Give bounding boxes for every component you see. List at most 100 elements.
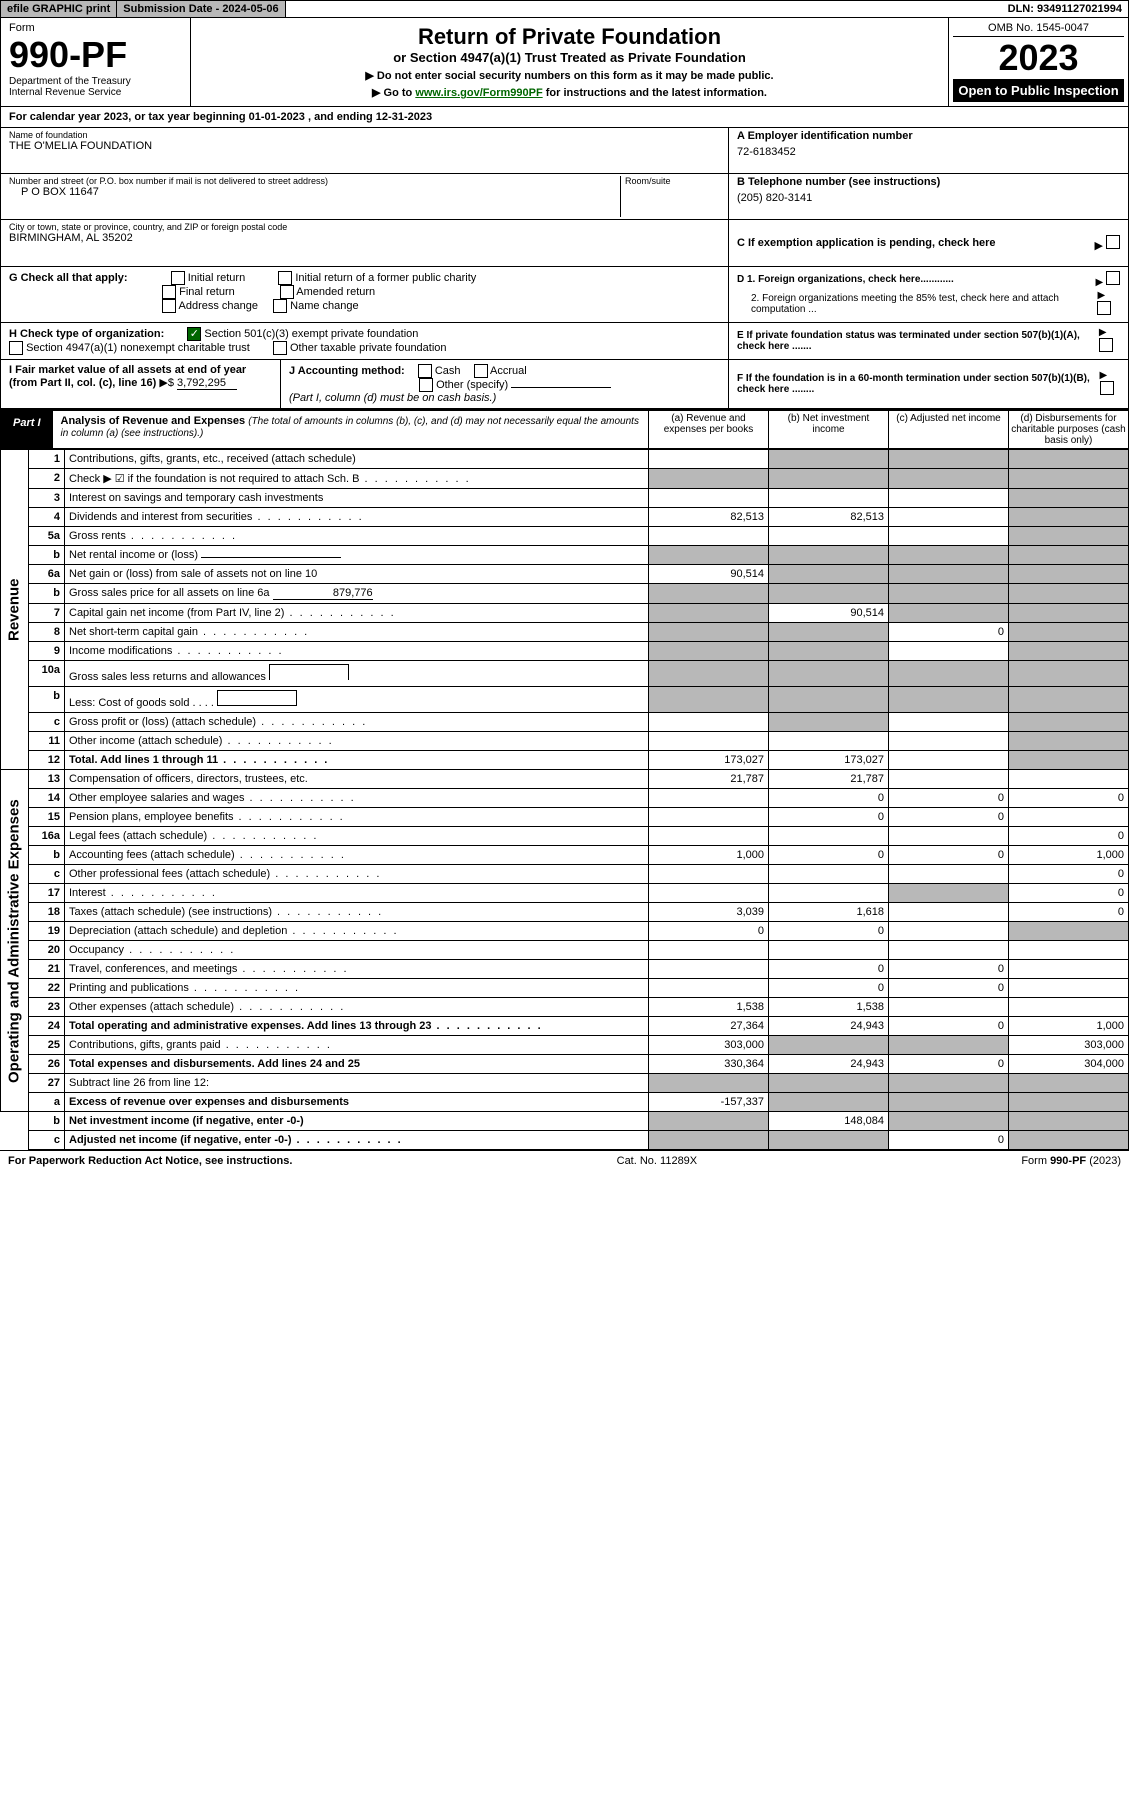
c-label: C If exemption application is pending, c… xyxy=(737,237,996,249)
j-section: J Accounting method: Cash Accrual Other … xyxy=(281,360,728,408)
l2-desc: Check ▶ ☑ if the foundation is not requi… xyxy=(65,469,649,489)
e-checkbox[interactable] xyxy=(1099,338,1113,352)
l4-desc: Dividends and interest from securities xyxy=(65,508,649,527)
col-d-head: (d) Disbursements for charitable purpose… xyxy=(1008,411,1128,448)
g-final-checkbox[interactable] xyxy=(162,285,176,299)
l16c-text: Other professional fees (attach schedule… xyxy=(69,868,270,880)
note2-pre: ▶ Go to xyxy=(372,87,415,99)
line-no: 3 xyxy=(29,489,65,508)
l12-text: Total. Add lines 1 through 11 xyxy=(69,754,218,766)
section-g: G Check all that apply: Initial return I… xyxy=(0,267,1129,323)
line-no: 15 xyxy=(29,808,65,827)
line-no: 14 xyxy=(29,789,65,808)
efile-label[interactable]: efile GRAPHIC print xyxy=(1,1,117,17)
d1-checkbox[interactable] xyxy=(1106,271,1120,285)
line-no: 16a xyxy=(29,827,65,846)
l7-text: Capital gain net income (from Part IV, l… xyxy=(69,607,284,619)
l18-desc: Taxes (attach schedule) (see instruction… xyxy=(65,903,649,922)
line-no: 20 xyxy=(29,941,65,960)
l23-text: Other expenses (attach schedule) xyxy=(69,1001,234,1013)
l25-text: Contributions, gifts, grants paid xyxy=(69,1039,221,1051)
dln: DLN: 93491127021994 xyxy=(1002,1,1128,17)
table-row: Operating and Administrative Expenses13C… xyxy=(1,770,1129,789)
l8-desc: Net short-term capital gain xyxy=(65,623,649,642)
j-other-checkbox[interactable] xyxy=(419,378,433,392)
line-no: 11 xyxy=(29,732,65,751)
table-row: 7 Capital gain net income (from Part IV, … xyxy=(1,604,1129,623)
c-checkbox[interactable] xyxy=(1106,235,1120,249)
l12-b: 173,027 xyxy=(769,751,889,770)
l13-a: 21,787 xyxy=(649,770,769,789)
f-checkbox[interactable] xyxy=(1100,381,1114,395)
line-no: 21 xyxy=(29,960,65,979)
line-no: 4 xyxy=(29,508,65,527)
header-left: Form 990-PF Department of the Treasury I… xyxy=(1,18,191,106)
form-header: Form 990-PF Department of the Treasury I… xyxy=(0,18,1129,107)
l19-desc: Depreciation (attach schedule) and deple… xyxy=(65,922,649,941)
section-ij: I Fair market value of all assets at end… xyxy=(0,360,1129,409)
l4-a: 82,513 xyxy=(649,508,769,527)
line-no: b xyxy=(29,1112,65,1131)
table-row: 24Total operating and administrative exp… xyxy=(1,1017,1129,1036)
g-initial-former-checkbox[interactable] xyxy=(278,271,292,285)
j-accrual-checkbox[interactable] xyxy=(474,364,488,378)
l21-desc: Travel, conferences, and meetings xyxy=(65,960,649,979)
l13-b: 21,787 xyxy=(769,770,889,789)
info-right: A Employer identification number 72-6183… xyxy=(728,128,1128,266)
irs-link[interactable]: www.irs.gov/Form990PF xyxy=(415,87,542,99)
d2-checkbox[interactable] xyxy=(1097,301,1111,315)
f-section: F If the foundation is in a 60-month ter… xyxy=(728,360,1128,408)
line-no: 7 xyxy=(29,604,65,623)
table-row: 16aLegal fees (attach schedule)0 xyxy=(1,827,1129,846)
l5a-desc: Gross rents xyxy=(65,527,649,546)
l10a-text: Gross sales less returns and allowances xyxy=(69,671,266,683)
l27c-desc: Adjusted net income (if negative, enter … xyxy=(65,1131,649,1150)
inspection: Open to Public Inspection xyxy=(953,79,1124,102)
e-label: E If private foundation status was termi… xyxy=(737,330,1099,352)
g-amended-checkbox[interactable] xyxy=(280,285,294,299)
l6a-a: 90,514 xyxy=(649,565,769,584)
c-row: C If exemption application is pending, c… xyxy=(729,220,1128,266)
l23-desc: Other expenses (attach schedule) xyxy=(65,998,649,1017)
table-row: 12Total. Add lines 1 through 11173,02717… xyxy=(1,751,1129,770)
h-501c3-checkbox[interactable]: ✓ xyxy=(187,327,201,341)
h-left: H Check type of organization: ✓ Section … xyxy=(0,323,729,360)
phone-label: B Telephone number (see instructions) xyxy=(737,176,1120,188)
table-row: 22Printing and publications00 xyxy=(1,979,1129,998)
l24-c: 0 xyxy=(889,1017,1009,1036)
l27a-desc: Excess of revenue over expenses and disb… xyxy=(65,1093,649,1112)
l27b-b: 148,084 xyxy=(769,1112,889,1131)
h-other-checkbox[interactable] xyxy=(273,341,287,355)
l9-text: Income modifications xyxy=(69,645,172,657)
l1-a xyxy=(649,450,769,469)
l15-desc: Pension plans, employee benefits xyxy=(65,808,649,827)
l22-c: 0 xyxy=(889,979,1009,998)
line-no: b xyxy=(29,846,65,865)
l12-desc: Total. Add lines 1 through 11 xyxy=(65,751,649,770)
l5a-text: Gross rents xyxy=(69,530,126,542)
table-row: c Other professional fees (attach schedul… xyxy=(1,865,1129,884)
j-cash-checkbox[interactable] xyxy=(418,364,432,378)
l18-b: 1,618 xyxy=(769,903,889,922)
table-row: 17Interest0 xyxy=(1,884,1129,903)
info-grid: Name of foundation THE O'MELIA FOUNDATIO… xyxy=(0,128,1129,267)
l2-text: Check ▶ ☑ if the foundation is not requi… xyxy=(69,473,359,485)
l15-c: 0 xyxy=(889,808,1009,827)
l6b-val: 879,776 xyxy=(273,587,373,600)
h-4947-checkbox[interactable] xyxy=(9,341,23,355)
city-row: City or town, state or province, country… xyxy=(1,220,728,266)
g-opt-1: Initial return of a former public charit… xyxy=(295,272,476,284)
g-address-checkbox[interactable] xyxy=(162,299,176,313)
line-no: 10a xyxy=(29,661,65,687)
l7-desc: Capital gain net income (from Part IV, l… xyxy=(65,604,649,623)
line-no: 1 xyxy=(29,450,65,469)
l16c-desc: Other professional fees (attach schedule… xyxy=(65,865,649,884)
note1: ▶ Do not enter social security numbers o… xyxy=(197,69,942,82)
l22-b: 0 xyxy=(769,979,889,998)
tax-year: 2023 xyxy=(953,37,1124,79)
line-no: c xyxy=(29,865,65,884)
l16c-d: 0 xyxy=(1009,865,1129,884)
g-initial-checkbox[interactable] xyxy=(171,271,185,285)
l1-d xyxy=(1009,450,1129,469)
g-name-checkbox[interactable] xyxy=(273,299,287,313)
